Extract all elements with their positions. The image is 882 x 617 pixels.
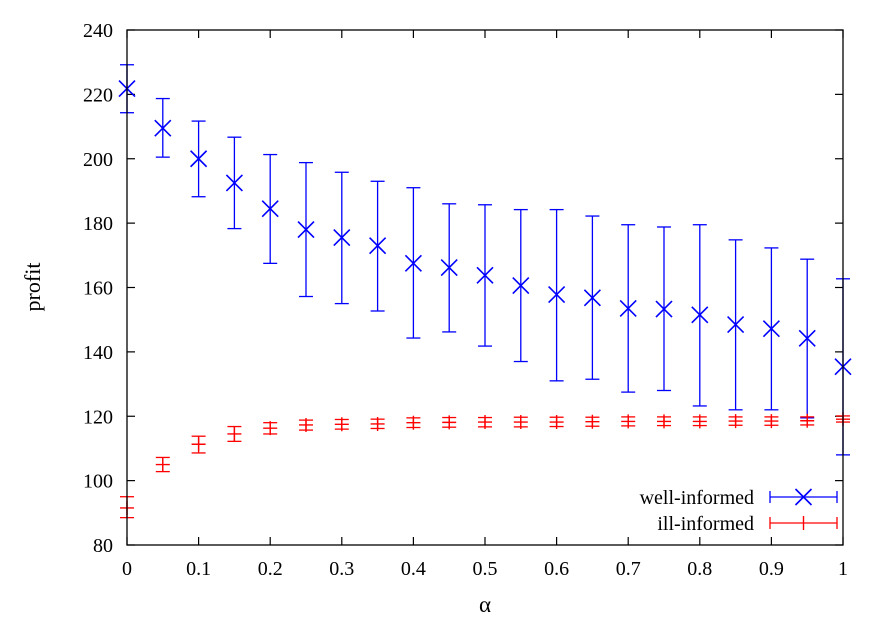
data-point — [548, 286, 566, 304]
data-point — [657, 414, 671, 429]
data-point — [263, 421, 278, 436]
data-point — [764, 414, 779, 429]
data-point — [225, 174, 243, 192]
x-tick-label: 1 — [838, 558, 848, 580]
data-point — [691, 306, 709, 324]
series-well-informed — [118, 64, 852, 456]
x-tick-label: 0.7 — [616, 558, 641, 580]
data-point — [549, 415, 564, 430]
data-point — [154, 119, 172, 137]
y-tick-label: 180 — [83, 213, 113, 235]
data-point — [191, 437, 206, 452]
data-point — [478, 415, 492, 430]
data-point — [762, 320, 780, 338]
x-axis-label: α — [479, 592, 491, 617]
data-point — [513, 415, 528, 430]
data-point — [619, 299, 637, 317]
data-point — [155, 457, 170, 472]
x-tick-label: 0.6 — [544, 558, 569, 580]
data-point — [585, 414, 600, 429]
x-tick-label: 0.1 — [186, 558, 211, 580]
x-tick-label: 0.5 — [473, 558, 498, 580]
y-tick-label: 80 — [93, 535, 113, 557]
x-tick-label: 0.8 — [687, 558, 712, 580]
data-point — [798, 329, 816, 347]
data-point — [227, 426, 242, 441]
data-point — [621, 414, 636, 429]
legend-sample-ill-informed — [769, 516, 838, 530]
legend-marker — [794, 488, 813, 506]
legend-label-well-informed: well-informed — [640, 487, 754, 509]
data-point — [299, 417, 313, 432]
x-tick-label: 0.2 — [258, 558, 283, 580]
data-point — [440, 258, 458, 277]
y-tick-label: 120 — [83, 406, 113, 428]
data-point — [476, 266, 494, 284]
data-point — [800, 413, 815, 428]
y-tick-label: 100 — [83, 471, 113, 493]
data-point — [333, 229, 351, 247]
x-tick-label: 0.9 — [759, 558, 784, 580]
y-tick-label: 200 — [83, 149, 113, 171]
x-tick-label: 0.4 — [401, 558, 426, 580]
data-point — [692, 414, 707, 429]
y-tick-label: 240 — [83, 20, 113, 42]
x-tick-label: 0.3 — [329, 558, 354, 580]
plot-area — [118, 64, 852, 519]
data-point — [297, 220, 315, 239]
y-axis-label: profit — [20, 263, 45, 312]
legend-sample-well-informed — [769, 488, 838, 506]
x-tick-label: 0 — [122, 558, 132, 580]
data-point — [728, 414, 743, 429]
data-point — [583, 289, 601, 307]
plot-frame — [126, 29, 844, 546]
data-point — [370, 416, 385, 431]
data-point — [369, 237, 387, 255]
y-tick-label: 140 — [83, 342, 113, 364]
data-point — [190, 150, 208, 168]
data-point — [442, 415, 457, 430]
legend: well-informed ill-informed — [640, 487, 838, 535]
data-point — [406, 415, 421, 430]
data-point — [334, 417, 349, 432]
y-tick-label: 160 — [83, 278, 113, 300]
legend-label-ill-informed: ill-informed — [657, 513, 754, 535]
data-point — [261, 200, 279, 218]
data-point — [727, 315, 745, 334]
y-tick-label: 220 — [83, 84, 113, 106]
data-point — [655, 300, 673, 318]
data-point — [512, 277, 530, 295]
data-point — [404, 254, 422, 272]
tick-labels: 0 0.1 0.2 0.3 0.4 0.5 0.6 0.7 0.8 0.9 180100120140… — [83, 20, 848, 580]
